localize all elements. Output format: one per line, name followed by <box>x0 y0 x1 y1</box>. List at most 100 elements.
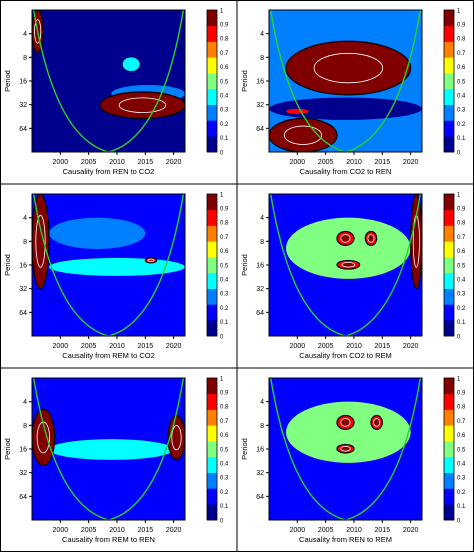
colorbar-tick-label: 0.7 <box>457 235 466 241</box>
colorbar-segment <box>444 472 454 489</box>
x-tick-label: 2015 <box>138 159 154 166</box>
x-tick-label: 2020 <box>403 343 419 350</box>
colorbar-segment <box>207 257 217 274</box>
y-tick-label: 4 <box>23 215 27 222</box>
x-tick-label: 2020 <box>166 159 182 166</box>
colorbar-tick-label: 0.1 <box>457 504 466 510</box>
colorbar-tick-label: 0 <box>457 518 461 524</box>
colorbar-tick-label: 0.4 <box>457 462 466 468</box>
x-tick-label: 2005 <box>81 527 97 534</box>
x-axis-label: Causality from REM to CO2 <box>62 351 155 360</box>
x-tick-label: 2010 <box>346 527 362 534</box>
colorbar-tick-label: 0.6 <box>457 249 466 255</box>
colorbar-tick-label: 0.9 <box>457 391 466 397</box>
heatmap-area <box>32 194 185 336</box>
colorbar-tick-label: 1 <box>457 376 461 382</box>
colorbar-segment <box>207 73 217 90</box>
colorbar-segment <box>207 25 217 42</box>
x-tick-label: 2005 <box>318 343 334 350</box>
heatmap-area <box>269 194 422 336</box>
colorbar-tick-label: 0.3 <box>457 108 466 114</box>
y-tick-label: 32 <box>256 470 264 477</box>
colorbar-tick-label: 1 <box>457 8 461 14</box>
y-tick-label: 16 <box>19 263 27 270</box>
heatmap-region-core <box>283 125 323 145</box>
colorbar-tick-label: 0.3 <box>220 108 229 114</box>
colorbar-tick-label: 0.8 <box>220 37 229 43</box>
colorbar-segment <box>207 320 217 337</box>
colorbar-tick-label: 1 <box>220 8 224 14</box>
colorbar-tick-label: 0.3 <box>220 476 229 482</box>
colorbar-tick-label: 0.4 <box>457 278 466 284</box>
cone-of-influence <box>33 378 184 520</box>
panel-3: 2000 2005 2010 2015 2020 4 8 16 32 64 Causality fr… <box>3 192 229 360</box>
y-tick-label: 4 <box>260 399 264 406</box>
heatmap-area <box>32 10 185 152</box>
colorbar-tick-label: 0.9 <box>220 23 229 29</box>
colorbar-tick-label: 0.2 <box>220 490 229 496</box>
colorbar-segment <box>444 320 454 337</box>
colorbar-tick-label: 0.5 <box>457 263 466 269</box>
colorbar-segment <box>207 393 217 410</box>
panel-6: 2000 2005 2010 2015 2020 4 8 16 32 64 Causality fr… <box>240 376 466 544</box>
colorbar-frame <box>443 193 455 337</box>
colorbar-frame <box>443 9 455 153</box>
y-tick-label: 32 <box>256 286 264 293</box>
colorbar-segment <box>207 136 217 153</box>
heatmap-region-core <box>313 52 384 84</box>
colorbar-tick-label: 0.9 <box>220 207 229 213</box>
colorbar-segment <box>444 57 454 74</box>
colorbar-segment <box>444 425 454 442</box>
colorbar-tick-label: 0.5 <box>220 79 229 85</box>
y-tick-label: 8 <box>23 55 27 62</box>
heatmap-area <box>269 10 422 152</box>
y-tick-label: 4 <box>260 31 264 38</box>
x-tick-label: 2015 <box>375 343 391 350</box>
colorbar-tick-label: 0.4 <box>220 462 229 468</box>
colorbar-segment <box>207 488 217 505</box>
colorbar-tick-label: 0 <box>220 150 224 156</box>
colorbar-tick-label: 0 <box>220 334 224 340</box>
colorbar-frame <box>206 377 218 521</box>
colorbar-segment <box>444 41 454 58</box>
y-tick-label: 4 <box>260 215 264 222</box>
y-tick-label: 16 <box>256 447 264 454</box>
x-tick-label: 2005 <box>318 159 334 166</box>
x-tick-label: 2015 <box>138 527 154 534</box>
colorbar-segment <box>444 10 454 27</box>
y-tick-label: 32 <box>256 102 264 109</box>
colorbar-tick-label: 0.1 <box>220 136 229 142</box>
y-tick-label: 64 <box>19 494 27 501</box>
colorbar-tick-label: 0.6 <box>220 249 229 255</box>
cone-of-influence <box>270 378 421 520</box>
heatmap-region <box>286 401 411 463</box>
heatmap-region-core <box>373 418 381 427</box>
colorbar-tick-label: 0.5 <box>457 79 466 85</box>
colorbar-tick-label: 0.7 <box>220 235 229 241</box>
colorbar-tick-label: 0.6 <box>457 65 466 71</box>
colorbar-tick-label: 0.2 <box>220 306 229 312</box>
y-tick-label: 8 <box>23 423 27 430</box>
cone-of-influence <box>33 10 184 152</box>
y-axis-label: Period <box>3 438 12 460</box>
y-axis-label: Period <box>240 254 249 276</box>
y-axis-label: Period <box>3 254 12 276</box>
y-tick-label: 64 <box>256 310 264 317</box>
x-tick-label: 2010 <box>109 527 125 534</box>
colorbar-segment <box>444 456 454 473</box>
colorbar-segment <box>207 272 217 289</box>
colorbar-segment <box>444 257 454 274</box>
colorbar-tick-label: 0 <box>457 150 461 156</box>
heatmap-region <box>49 439 174 460</box>
heatmap-region <box>49 257 185 276</box>
colorbar-tick-label: 0.8 <box>457 221 466 227</box>
colorbar-tick-label: 1 <box>220 192 224 198</box>
colorbar-segment <box>207 10 217 27</box>
colorbar-segment <box>207 209 217 226</box>
y-tick-label: 8 <box>23 239 27 246</box>
y-tick-label: 64 <box>256 126 264 133</box>
colorbar-segment <box>207 304 217 321</box>
colorbar-tick-label: 0.1 <box>220 320 229 326</box>
colorbar-tick-label: 0.4 <box>220 278 229 284</box>
